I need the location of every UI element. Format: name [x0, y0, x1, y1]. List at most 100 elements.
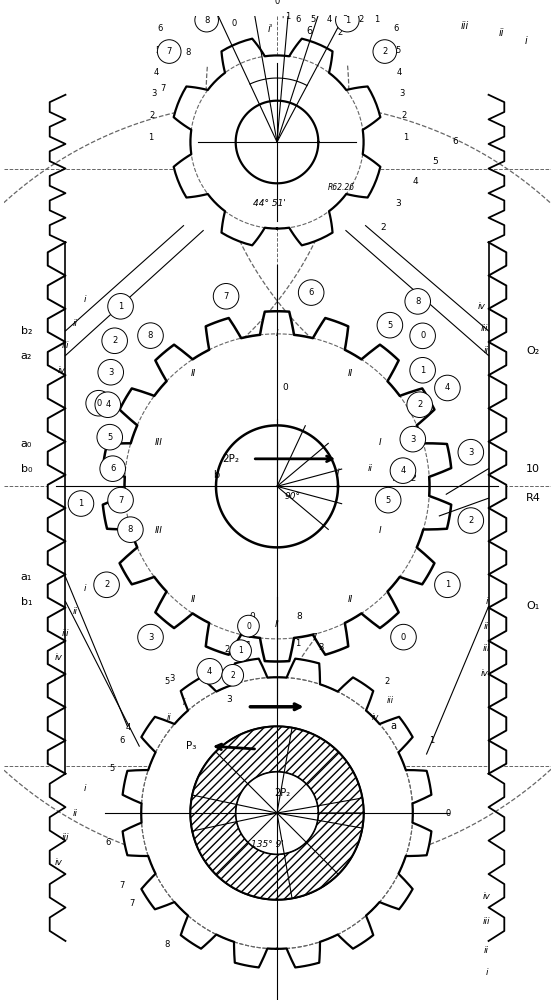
Text: 0: 0 — [96, 399, 101, 408]
Text: 1: 1 — [345, 16, 350, 25]
Text: 4: 4 — [230, 643, 235, 652]
Text: iii: iii — [62, 341, 69, 350]
Text: b₂: b₂ — [21, 326, 32, 336]
Text: 7: 7 — [160, 84, 165, 93]
Text: 1: 1 — [246, 641, 251, 650]
Text: 4: 4 — [445, 383, 450, 392]
Text: 4: 4 — [397, 68, 402, 77]
Text: 2: 2 — [468, 516, 473, 525]
Text: 44° 51': 44° 51' — [253, 199, 286, 208]
Text: 5: 5 — [432, 157, 438, 166]
Text: 0: 0 — [250, 612, 255, 621]
Text: 1: 1 — [374, 15, 379, 24]
Text: R55.2: R55.2 — [393, 474, 418, 483]
Text: ': ' — [281, 15, 283, 24]
Text: R4: R4 — [526, 493, 541, 503]
Text: 4: 4 — [326, 15, 332, 24]
Text: i: i — [84, 784, 87, 793]
Text: iv: iv — [372, 713, 379, 722]
Text: I: I — [379, 526, 382, 535]
Text: 2: 2 — [224, 645, 230, 654]
Text: 1: 1 — [403, 133, 408, 142]
Circle shape — [265, 0, 289, 13]
Text: 1: 1 — [430, 736, 435, 745]
Text: 5: 5 — [395, 46, 400, 55]
Text: 0: 0 — [231, 19, 236, 28]
Text: R62.26: R62.26 — [328, 183, 355, 192]
Text: II: II — [348, 369, 354, 378]
Text: 0: 0 — [246, 622, 251, 631]
Circle shape — [118, 517, 143, 542]
Text: 4: 4 — [105, 400, 110, 409]
Text: 5: 5 — [387, 321, 392, 330]
Circle shape — [391, 624, 416, 650]
Text: 10: 10 — [526, 464, 540, 474]
Circle shape — [68, 491, 94, 516]
Text: 1: 1 — [148, 133, 153, 142]
Circle shape — [102, 328, 128, 354]
Text: 5: 5 — [386, 496, 391, 505]
Circle shape — [97, 424, 123, 450]
Text: 2: 2 — [358, 15, 364, 24]
Text: ii: ii — [73, 809, 78, 818]
Text: i: i — [182, 698, 185, 707]
Circle shape — [400, 426, 426, 452]
Text: II: II — [348, 595, 354, 604]
Text: 5: 5 — [311, 15, 316, 24]
Text: 4: 4 — [207, 667, 213, 676]
Text: iv: iv — [478, 302, 486, 311]
Text: 7: 7 — [224, 292, 229, 301]
Text: 0: 0 — [446, 809, 451, 818]
Text: O₂: O₂ — [526, 346, 539, 356]
Circle shape — [95, 392, 120, 418]
Text: 4: 4 — [126, 723, 132, 732]
Text: 2: 2 — [385, 677, 390, 686]
Circle shape — [197, 659, 223, 684]
Text: 1: 1 — [285, 12, 291, 21]
Text: ii: ii — [484, 946, 489, 955]
Text: 0: 0 — [401, 633, 406, 642]
Text: 0: 0 — [282, 383, 287, 392]
Circle shape — [458, 508, 483, 533]
Text: P₃: P₃ — [186, 741, 196, 751]
Polygon shape — [103, 311, 451, 662]
Text: 8: 8 — [415, 297, 420, 306]
Text: 2: 2 — [112, 336, 117, 345]
Text: 3: 3 — [399, 89, 405, 98]
Text: 2: 2 — [381, 223, 386, 232]
Text: 8: 8 — [185, 48, 190, 57]
Text: I: I — [379, 438, 382, 447]
Text: i: i — [524, 36, 527, 46]
Text: a₀: a₀ — [21, 439, 32, 449]
Text: ii: ii — [498, 28, 504, 38]
Text: 6: 6 — [295, 15, 300, 24]
Circle shape — [138, 624, 163, 650]
Text: 6: 6 — [309, 288, 314, 297]
Text: 1: 1 — [445, 580, 450, 589]
Text: iii: iii — [62, 629, 69, 638]
Text: 4: 4 — [400, 466, 406, 475]
Circle shape — [238, 615, 259, 637]
Text: b₀: b₀ — [21, 464, 32, 474]
Circle shape — [108, 487, 133, 513]
Circle shape — [410, 323, 436, 349]
Text: 0: 0 — [420, 331, 425, 340]
Circle shape — [222, 664, 244, 686]
Circle shape — [435, 375, 460, 401]
Text: ii: ii — [368, 464, 373, 473]
Text: 8: 8 — [128, 525, 133, 534]
Circle shape — [108, 294, 133, 319]
Text: 4: 4 — [154, 68, 159, 77]
Text: 3: 3 — [226, 695, 231, 704]
Text: 8: 8 — [148, 331, 153, 340]
Text: II: II — [191, 595, 196, 604]
Text: 1: 1 — [238, 646, 243, 655]
Text: 2P₂: 2P₂ — [223, 454, 240, 464]
Circle shape — [435, 572, 460, 598]
Text: iii: iii — [481, 324, 488, 333]
Text: 3: 3 — [468, 448, 473, 457]
Circle shape — [407, 392, 432, 418]
Text: 1: 1 — [78, 499, 84, 508]
Text: 6: 6 — [105, 838, 111, 847]
Text: III: III — [155, 526, 163, 535]
